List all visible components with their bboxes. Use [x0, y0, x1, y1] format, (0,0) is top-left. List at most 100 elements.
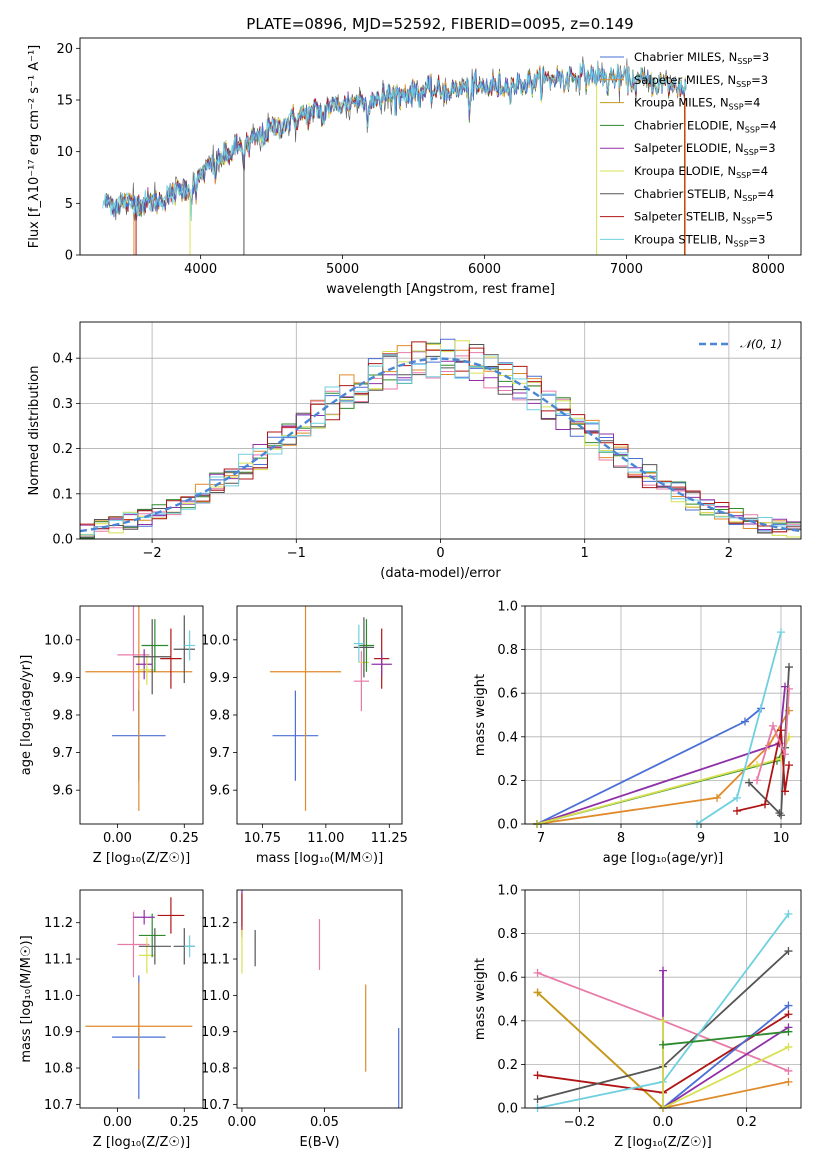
- y-tick-label: 10.8: [44, 1062, 73, 1077]
- series-marker: [784, 1066, 793, 1075]
- x-tick-label: 0.2: [736, 1115, 757, 1130]
- x-tick-label: 9: [697, 831, 705, 846]
- weight_vs_age-frame: [524, 605, 802, 825]
- errorbar-point: [353, 624, 364, 663]
- errorbar-point: [270, 606, 342, 811]
- y-tick-label: 15: [56, 94, 73, 109]
- x-tick-label: 0.25: [170, 1115, 199, 1130]
- errorbar-point: [133, 619, 171, 695]
- y-tick-label: 0.8: [497, 643, 518, 658]
- series-line-kroupa_stelib: [696, 631, 782, 824]
- errorbar-point: [358, 619, 375, 672]
- x-tick-label: −0.2: [564, 1115, 596, 1130]
- figure-title: PLATE=0896, MJD=52592, FIBERID=0095, z=0…: [246, 15, 633, 33]
- errorbar-point: [157, 897, 185, 934]
- errorbar-point: [138, 913, 166, 958]
- errorbar-point: [141, 619, 169, 672]
- series-marker: [753, 761, 761, 770]
- legend-label: Salpeter ELODIE, NSSP=3: [634, 141, 776, 157]
- errorbar-point: [85, 606, 193, 811]
- y-tick-label: 11.2: [201, 916, 230, 931]
- x-tick-label: 10.75: [244, 831, 281, 846]
- series-marker: [785, 761, 793, 770]
- spectrum-legend: Chabrier MILES, NSSP=3 Salpeter MILES, NS…: [600, 50, 777, 248]
- weight_vs_Z-frame: [524, 889, 802, 1109]
- y-tick-label: 0.2: [52, 442, 73, 457]
- x-tick-label: 0.00: [103, 1115, 132, 1130]
- y-tick-label: 10.7: [201, 1098, 230, 1113]
- spectrum-ylabel: Flux [f_λ10⁻¹⁷ erg cm⁻² s⁻¹ A⁻¹]: [27, 45, 42, 249]
- spectrum-line-kroupa_stelib: [102, 61, 687, 222]
- age_vs_Z-ylabel: age [log₁₀(age/yr)]: [19, 655, 34, 776]
- series-line-chabrier_miles: [536, 707, 762, 824]
- y-tick-label: 0: [65, 249, 73, 264]
- errorbar-point: [371, 652, 392, 676]
- residuals-frame: [79, 321, 802, 540]
- series-line-pink: [756, 688, 790, 781]
- legend-label: Salpeter STELIB, NSSP=5: [634, 210, 773, 226]
- legend-label: Salpeter MILES, NSSP=3: [634, 73, 768, 89]
- y-tick-label: 5: [65, 197, 73, 212]
- series-marker: [733, 793, 741, 802]
- series-marker: [533, 1071, 542, 1080]
- mass_vs_Z-axes: 0.00 0.25 10.7 10.8 10.9 11.0 11.1 11.2 Z [log₁₀…: [19, 916, 199, 1150]
- errorbar-point: [117, 911, 150, 978]
- series-line-chabrier_elodie: [662, 1030, 789, 1046]
- series-marker: [784, 1010, 793, 1019]
- mass_vs_Z-xlabel: Z [log₁₀(Z/Z☉)]: [93, 1135, 190, 1150]
- y-tick-label: 9.9: [52, 671, 73, 686]
- y-tick-label: 0.2: [497, 774, 518, 789]
- x-tick-label: 8000: [752, 262, 785, 277]
- series-marker: [784, 1027, 793, 1036]
- y-tick-label: 0.8: [497, 927, 518, 942]
- series-marker: [785, 663, 793, 672]
- x-tick-label: 0.25: [170, 831, 199, 846]
- y-tick-label: 0.4: [52, 352, 73, 367]
- y-tick-label: 10.0: [201, 633, 230, 648]
- mass_vs_Z-frame: [79, 889, 204, 1109]
- legend-label: Kroupa STELIB, NSSP=3: [634, 232, 765, 248]
- spectrum-axes: 4000 5000 6000 7000 8000 0 5 10 15 20 wavelength […: [27, 42, 785, 297]
- series-marker: [533, 988, 542, 997]
- mass_vs_ebv-xlabel: E(B-V): [299, 1135, 339, 1150]
- y-tick-label: 0.4: [497, 1014, 518, 1029]
- y-tick-label: 10: [56, 145, 73, 160]
- y-tick-label: 0.0: [497, 1102, 518, 1117]
- legend-label: Chabrier MILES, NSSP=3: [634, 50, 769, 66]
- series-marker: [745, 778, 753, 787]
- series-marker: [753, 776, 761, 785]
- legend-label: Kroupa MILES, NSSP=4: [634, 96, 760, 112]
- series-marker: [781, 750, 789, 759]
- y-tick-label: 0.3: [52, 397, 73, 412]
- y-tick-label: 0.6: [497, 687, 518, 702]
- series-line-chabrier_miles: [662, 1004, 790, 1108]
- x-tick-label: −2: [143, 546, 162, 561]
- x-tick-label: 0.00: [227, 1115, 256, 1130]
- series-marker: [781, 787, 789, 796]
- age_vs_Z-xlabel: Z [log₁₀(Z/Z☉)]: [93, 851, 190, 866]
- age_vs_Z-axes: 0.00 0.25 9.6 9.7 9.8 9.9 10.0 Z [log₁₀(Z/Z☉)] a…: [19, 633, 199, 866]
- y-tick-label: 11.1: [44, 953, 73, 968]
- weight_vs_Z-ylabel: mass weight: [473, 958, 488, 1040]
- series-marker: [784, 1042, 793, 1051]
- mass_vs_ebv-axes: 0.00 0.05 10.7 10.8 10.9 11.0 11.1 11.2 E(B-V): [201, 916, 340, 1150]
- x-tick-label: 4000: [184, 262, 217, 277]
- y-tick-label: 10.9: [44, 1025, 73, 1040]
- errorbar-point: [133, 909, 155, 925]
- series-marker: [784, 909, 793, 918]
- y-tick-label: 0.1: [52, 487, 73, 502]
- gaussian-curve: [80, 357, 801, 533]
- legend-label: Chabrier ELODIE, NSSP=4: [634, 118, 777, 134]
- legend-label: Kroupa ELODIE, NSSP=4: [634, 164, 768, 180]
- x-tick-label: 11.00: [307, 831, 344, 846]
- x-tick-label: 10: [773, 831, 790, 846]
- series-marker: [713, 793, 721, 802]
- series-marker: [659, 966, 667, 975]
- weight_vs_age-axes: 7 8 9 10 0.0 0.2 0.4 0.6 0.8 1.0 age [log₁₀(age/yr…: [473, 600, 801, 866]
- y-tick-label: 0.0: [52, 533, 73, 548]
- x-tick-label: −1: [287, 546, 306, 561]
- y-tick-label: 9.8: [52, 709, 73, 724]
- series-marker: [733, 806, 741, 815]
